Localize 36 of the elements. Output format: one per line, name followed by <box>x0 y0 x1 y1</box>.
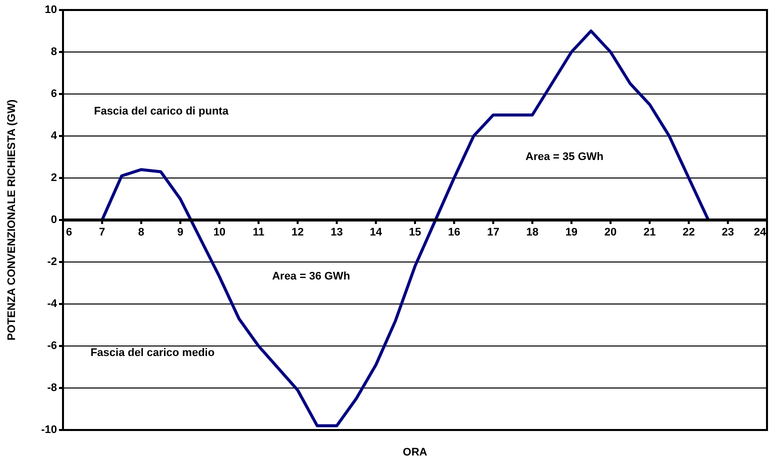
x-tick-label: 22 <box>682 226 695 239</box>
y-tick-label: 6 <box>50 88 57 100</box>
x-tick-label: 9 <box>177 226 184 239</box>
x-tick-label: 15 <box>408 226 422 239</box>
x-tick-label: 19 <box>565 226 578 239</box>
x-tick-label: 16 <box>448 226 460 239</box>
y-tick-label: 4 <box>50 130 58 142</box>
y-tick-label: -4 <box>47 298 58 310</box>
y-tick-label: 2 <box>50 172 57 184</box>
x-axis-title: ORA <box>402 446 428 459</box>
x-tick-label: 10 <box>213 226 226 239</box>
y-axis-title: POTENZA CONVENZIONALE RICHIESTA (GW) <box>6 99 18 340</box>
y-tick-label: 8 <box>50 46 57 58</box>
x-tick-label: 12 <box>292 226 304 239</box>
x-tick-label: 17 <box>487 226 500 239</box>
x-tick-label: 18 <box>526 226 538 239</box>
x-tick-label: 8 <box>138 226 144 239</box>
x-tick-label: 24 <box>754 226 767 239</box>
x-tick-label: 20 <box>604 226 617 239</box>
annotation: Area = 36 GWh <box>272 270 350 283</box>
x-tick-label: 13 <box>330 226 343 239</box>
y-tick-label: -6 <box>47 340 57 352</box>
y-tick-label: -10 <box>41 424 57 436</box>
x-tick-label: 21 <box>644 226 656 239</box>
x-tick-label: 7 <box>99 226 106 239</box>
x-tick-label: 6 <box>66 226 72 239</box>
x-tick-label: 11 <box>252 226 264 239</box>
y-tick-label: -2 <box>47 256 57 268</box>
x-tick-label: 14 <box>370 226 383 239</box>
x-tick-label: 23 <box>722 226 734 239</box>
annotation: Fascia del carico medio <box>90 346 215 359</box>
y-tick-label: 0 <box>50 214 57 226</box>
y-tick-label: -8 <box>47 382 57 394</box>
annotation: Fascia del carico di punta <box>94 106 230 118</box>
y-tick-label: 10 <box>44 4 57 16</box>
annotation: Area = 35 GWh <box>526 151 604 164</box>
